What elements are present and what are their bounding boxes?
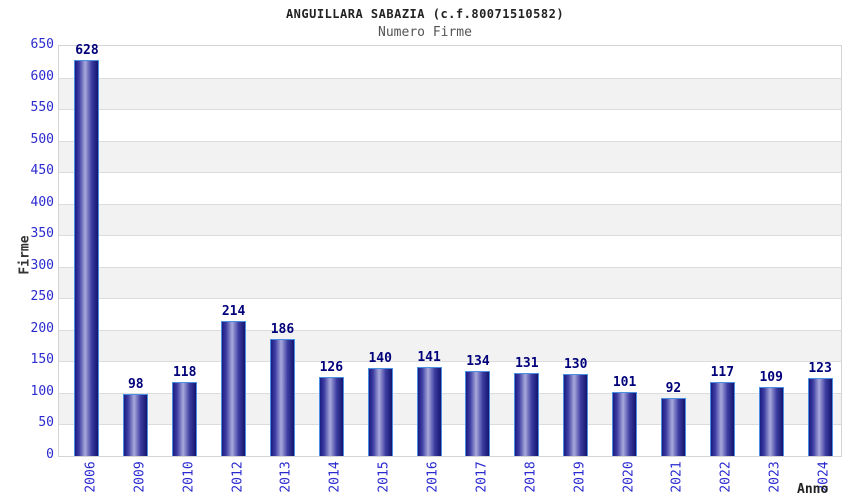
bar-value-label: 101	[612, 375, 637, 391]
bar-2020	[612, 392, 638, 456]
x-axis-title: Anno	[797, 482, 829, 497]
gridline	[59, 77, 841, 79]
gridline	[59, 266, 841, 268]
y-tick-label: 0	[46, 447, 54, 462]
plot-band	[59, 140, 841, 173]
gridline	[59, 203, 841, 205]
gridline	[59, 392, 841, 394]
bar-value-label: 628	[75, 42, 99, 58]
gridline	[59, 424, 841, 426]
y-tick-label: 550	[30, 100, 54, 116]
bar-value-label: 117	[710, 365, 735, 381]
bar-2013	[269, 338, 295, 456]
plot-band	[59, 235, 841, 267]
y-tick-label: 150	[30, 352, 54, 368]
gridline	[59, 109, 841, 111]
plot-band	[59, 172, 841, 204]
y-tick-label: 50	[38, 415, 54, 431]
bar-2010	[172, 381, 198, 456]
bar-value-label: 126	[319, 359, 344, 375]
bar-2017	[465, 371, 491, 456]
chart-title: ANGUILLARA SABAZIA (c.f.80071510582)	[285, 7, 565, 21]
y-tick-label: 100	[30, 383, 54, 399]
x-tick-label-2018: 2018	[523, 461, 539, 493]
y-tick-label: 200	[30, 320, 54, 336]
y-tick-label: 300	[30, 257, 54, 273]
bar-value-label: 92	[665, 380, 682, 396]
bar-2024	[807, 378, 833, 456]
bar-value-label: 109	[759, 370, 783, 386]
bar-value-label: 118	[172, 364, 197, 380]
bar-value-label: 141	[417, 350, 441, 366]
y-tick-label: 650	[30, 37, 54, 52]
gridline	[59, 172, 841, 174]
bar-2006	[74, 59, 100, 456]
x-tick-label-2022: 2022	[718, 461, 734, 493]
y-tick-label: 350	[30, 226, 54, 242]
bar-2015	[367, 367, 393, 456]
gridline	[59, 235, 841, 237]
bar-value-label: 130	[563, 357, 588, 372]
x-tick-label-2010: 2010	[181, 461, 197, 493]
bar-2014	[318, 376, 344, 456]
plot-band	[59, 298, 841, 330]
plot-band	[59, 46, 841, 78]
bar-2018	[514, 373, 540, 456]
bar-2019	[563, 374, 589, 456]
y-tick-label: 500	[30, 131, 54, 147]
bar-2022	[709, 382, 735, 456]
bar-value-label: 140	[368, 350, 392, 366]
bar-value-label: 134	[466, 354, 490, 370]
y-tick-label: 450	[30, 163, 54, 179]
bar-2009	[123, 394, 149, 456]
y-tick-label: 600	[30, 68, 54, 84]
gridline	[59, 361, 841, 363]
bar-value-label: 214	[221, 304, 246, 319]
bar-value-label: 186	[270, 321, 295, 337]
x-tick-label-2015: 2015	[376, 461, 392, 493]
plot-band	[59, 77, 841, 110]
bar-2012	[221, 321, 247, 456]
y-tick-label: 250	[30, 289, 54, 305]
x-tick-label-2021: 2021	[669, 461, 685, 493]
bar-2016	[416, 367, 442, 456]
plot-band	[59, 109, 841, 141]
gridline	[59, 140, 841, 142]
y-axis-title: Firme	[17, 235, 33, 275]
x-tick-label-2012: 2012	[230, 461, 246, 493]
x-tick-label-2013: 2013	[278, 461, 294, 493]
x-tick-label-2016: 2016	[425, 461, 441, 493]
x-tick-label-2006: 2006	[83, 461, 99, 493]
x-tick-label-2019: 2019	[572, 461, 588, 493]
plot-band	[59, 203, 841, 236]
x-tick-label-2017: 2017	[474, 461, 490, 493]
bar-value-label: 131	[515, 356, 539, 372]
x-tick-label-2014: 2014	[327, 461, 343, 493]
chart-subtitle: Numero Firme	[378, 25, 472, 40]
plot-band	[59, 329, 841, 362]
bar-value-label: 98	[127, 377, 144, 393]
x-tick-label-2009: 2009	[132, 461, 148, 493]
y-tick-label: 400	[30, 194, 54, 210]
bar-2021	[660, 397, 686, 456]
x-tick-label-2023: 2023	[767, 461, 783, 493]
gridline	[59, 329, 841, 331]
plot-area: 628 98 118 214 186 126 140 141 134 131 130 101 92 117…	[58, 42, 842, 457]
x-tick-label-2020: 2020	[621, 461, 637, 493]
gridline	[59, 298, 841, 300]
plot-band	[59, 266, 841, 299]
bar-value-label: 123	[808, 361, 832, 377]
bar-2023	[758, 387, 784, 456]
